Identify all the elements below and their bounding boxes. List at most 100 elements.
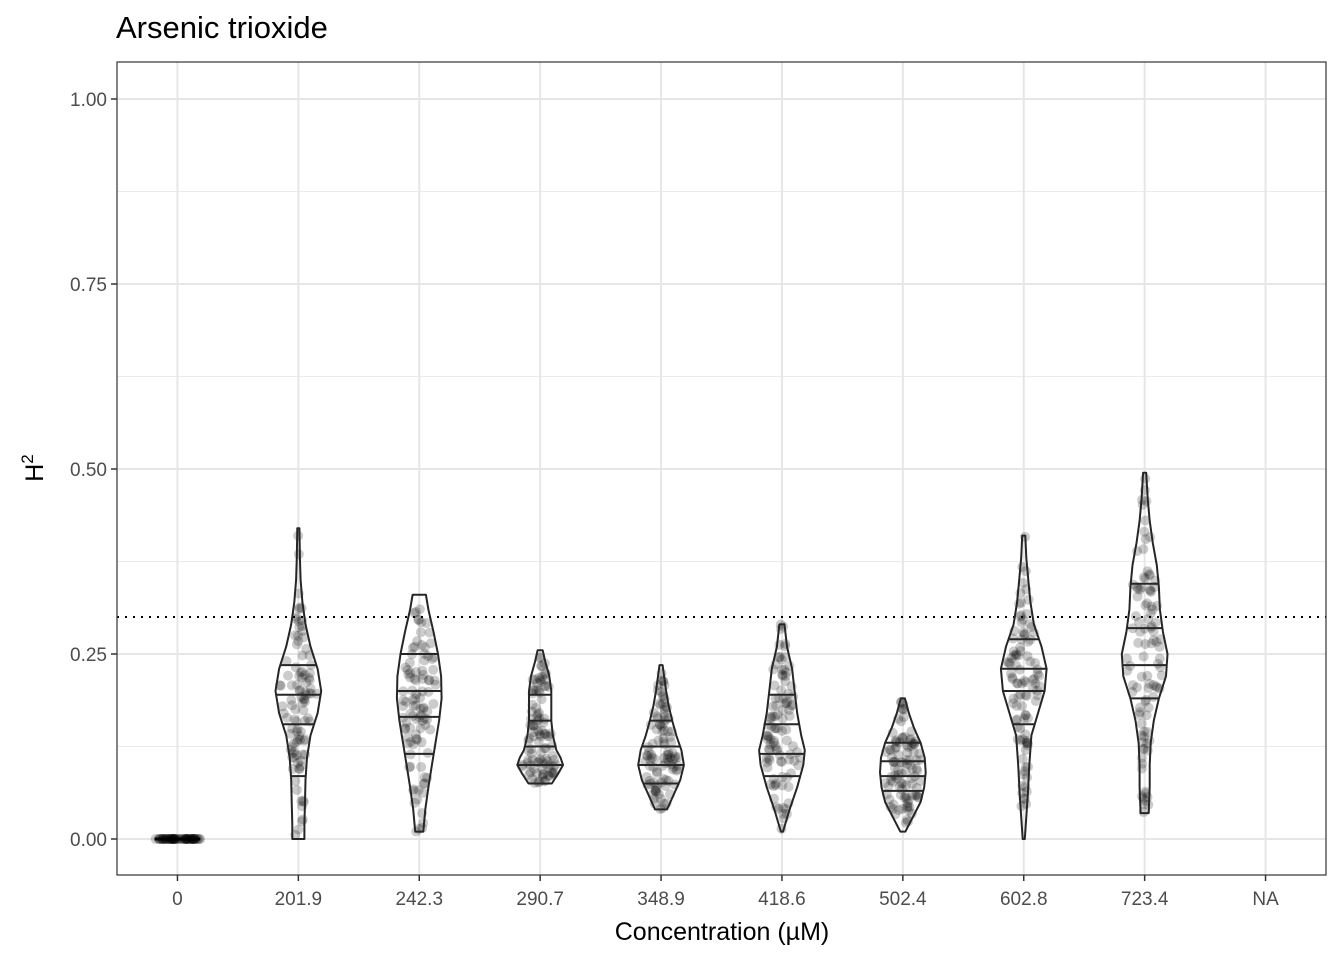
- data-point: [537, 671, 548, 682]
- data-point: [1015, 689, 1026, 700]
- data-point: [1003, 657, 1014, 668]
- data-point: [278, 708, 289, 719]
- data-point: [1144, 678, 1155, 689]
- data-point: [778, 693, 789, 704]
- data-point: [1018, 627, 1029, 638]
- data-point: [1007, 672, 1018, 683]
- data-point: [670, 751, 681, 762]
- data-point: [428, 664, 439, 675]
- data-point: [424, 674, 435, 685]
- y-tick-label: 1.00: [70, 90, 107, 111]
- data-point: [658, 733, 669, 744]
- data-point: [1148, 626, 1159, 637]
- data-point: [536, 676, 547, 687]
- data-point: [906, 808, 917, 819]
- data-point: [899, 792, 910, 803]
- data-point: [535, 731, 546, 742]
- data-point: [1005, 668, 1016, 679]
- data-point: [1138, 743, 1149, 754]
- data-point: [549, 754, 560, 765]
- data-point: [893, 750, 904, 761]
- y-tick-label: 0.75: [70, 275, 107, 296]
- data-point: [1141, 738, 1152, 749]
- data-point: [291, 611, 302, 622]
- data-point: [887, 776, 898, 787]
- data-point: [289, 630, 300, 641]
- data-point: [904, 755, 915, 766]
- data-point: [658, 753, 669, 764]
- data-point: [428, 698, 439, 709]
- data-point: [291, 736, 302, 747]
- data-point: [1011, 715, 1022, 726]
- data-point: [651, 767, 662, 778]
- data-point: [782, 696, 793, 707]
- data-point: [1021, 690, 1032, 701]
- data-point: [912, 765, 923, 776]
- data-point: [418, 778, 429, 789]
- data-point: [527, 688, 538, 699]
- data-point: [897, 803, 908, 814]
- data-point: [1017, 701, 1028, 712]
- data-point: [1015, 611, 1026, 622]
- data-point: [292, 734, 303, 745]
- data-point: [288, 746, 299, 757]
- data-point: [784, 754, 795, 765]
- data-point: [1153, 658, 1164, 669]
- data-point: [539, 681, 550, 692]
- data-point: [540, 729, 551, 740]
- data-point: [1030, 657, 1041, 668]
- data-point: [398, 695, 409, 706]
- data-point: [546, 767, 557, 778]
- data-point: [300, 696, 311, 707]
- data-point: [665, 731, 676, 742]
- data-point: [1016, 597, 1027, 608]
- data-point: [788, 741, 799, 752]
- data-point: [296, 603, 307, 614]
- data-point: [794, 752, 805, 763]
- data-point: [297, 666, 308, 677]
- data-point: [416, 761, 427, 772]
- data-point: [911, 763, 922, 774]
- data-point: [425, 638, 436, 649]
- data-point: [415, 627, 426, 638]
- data-point: [1136, 582, 1147, 593]
- data-point: [529, 684, 540, 695]
- data-point: [769, 735, 780, 746]
- data-point: [764, 744, 775, 755]
- data-point: [669, 753, 680, 764]
- data-point: [1020, 677, 1031, 688]
- data-point: [535, 747, 546, 758]
- data-point: [403, 669, 414, 680]
- data-point: [1150, 681, 1161, 692]
- data-point: [905, 759, 916, 770]
- data-point: [1006, 653, 1017, 664]
- data-point: [291, 726, 302, 737]
- data-point: [1140, 573, 1151, 584]
- data-point: [527, 773, 538, 784]
- data-point: [655, 793, 666, 804]
- data-point: [650, 785, 661, 796]
- data-point: [657, 698, 668, 709]
- data-point: [896, 757, 907, 768]
- data-point: [417, 715, 428, 726]
- data-point: [1147, 604, 1158, 615]
- data-point: [776, 654, 787, 665]
- data-point: [896, 778, 907, 789]
- data-point: [642, 751, 653, 762]
- data-point: [765, 734, 776, 745]
- data-point: [275, 680, 286, 691]
- data-point: [405, 736, 416, 747]
- data-point: [298, 632, 309, 643]
- data-point: [1140, 786, 1151, 797]
- data-point: [292, 723, 303, 734]
- data-point: [1122, 665, 1133, 676]
- x-tick-label: 290.7: [516, 889, 564, 910]
- data-point: [896, 716, 907, 727]
- data-point: [656, 686, 667, 697]
- data-point: [897, 704, 908, 715]
- data-point: [287, 700, 298, 711]
- data-point: [425, 724, 436, 735]
- data-point: [778, 808, 789, 819]
- data-point: [1002, 657, 1013, 668]
